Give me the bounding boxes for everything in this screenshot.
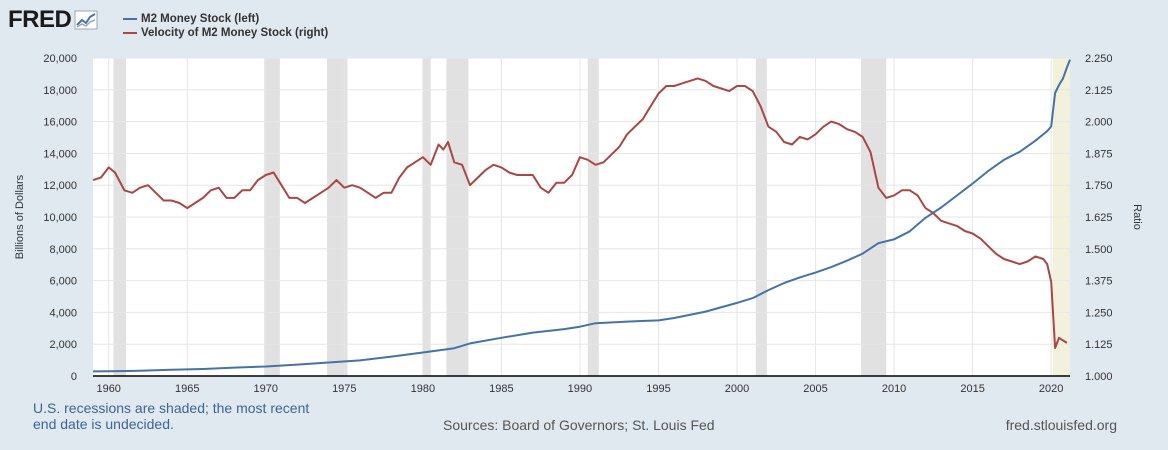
chart-legend: M2 Money Stock (left) Velocity of M2 Mon… [123,12,328,40]
x-tick-label: 1975 [332,383,356,395]
grid-lines [93,57,1070,376]
x-tick-label: 1960 [96,383,120,395]
y-right-tick-label: 1.250 [1085,307,1113,319]
y-left-tick-label: 18,000 [43,85,77,97]
series-lines [92,59,1071,373]
source-text: Sources: Board of Governors; St. Louis F… [443,417,715,433]
y-right-tick-label: 1.625 [1085,212,1113,224]
y-left-tick-label: 16,000 [43,117,77,129]
y-axis-right-label: Ratio [1131,204,1143,230]
y-right-tick-label: 2.125 [1085,85,1113,97]
logo-text: FRED [8,6,72,33]
y-left-tick-label: 6,000 [49,276,77,288]
tick-labels: 0 2,000 4,000 6,000 8,000 10,000 12,000 14,000 1… [43,53,1112,395]
recession-note: U.S. recessions are shaded; the most rec… [33,400,310,432]
fred-logo[interactable]: FRED [8,6,98,34]
y-right-tick-label: 2.000 [1085,117,1113,129]
y-right-tick-label: 1.875 [1085,148,1113,160]
y-left-tick-label: 0 [71,371,77,383]
legend-swatch-velocity [123,32,137,34]
x-tick-label: 1965 [175,383,199,395]
y-left-tick-label: 10,000 [43,212,77,224]
series-line-m2-money-stock [92,59,1071,373]
legend-swatch-m2 [123,18,137,20]
y-left-tick-label: 20,000 [43,53,77,65]
y-right-tick-label: 1.500 [1085,244,1113,256]
x-tick-label: 1985 [489,383,513,395]
y-left-tick-label: 2,000 [49,339,77,351]
x-tick-label: 1990 [568,383,592,395]
legend-label-m2: M2 Money Stock (left) [141,13,260,25]
x-tick-label: 2020 [1039,383,1063,395]
y-left-tick-label: 4,000 [49,307,77,319]
y-left-tick-label: 12,000 [43,180,77,192]
x-tick-label: 2010 [882,383,906,395]
y-right-tick-label: 1.125 [1085,339,1113,351]
y-left-tick-label: 14,000 [43,148,77,160]
x-tick-label: 2000 [725,383,749,395]
legend-item-velocity[interactable]: Velocity of M2 Money Stock (right) [123,26,328,40]
y-right-tick-label: 1.000 [1085,371,1113,383]
x-tick-label: 2005 [803,383,827,395]
y-axis-left-label: Billions of Dollars [14,174,26,259]
x-tick-label: 2015 [960,383,984,395]
x-tick-label: 1980 [411,383,435,395]
x-tick-label: 1995 [646,383,670,395]
legend-label-velocity: Velocity of M2 Money Stock (right) [141,27,329,39]
series-line-m2-velocity [92,77,1068,349]
chart-graph-icon [74,10,98,30]
legend-item-m2[interactable]: M2 Money Stock (left) [123,12,328,26]
y-right-tick-label: 1.750 [1085,180,1113,192]
y-right-tick-label: 2.250 [1085,53,1113,65]
y-right-tick-label: 1.375 [1085,276,1113,288]
x-tick-label: 1970 [254,383,278,395]
fred-url-link[interactable]: fred.stlouisfed.org [1005,417,1117,433]
y-left-tick-label: 8,000 [49,244,77,256]
